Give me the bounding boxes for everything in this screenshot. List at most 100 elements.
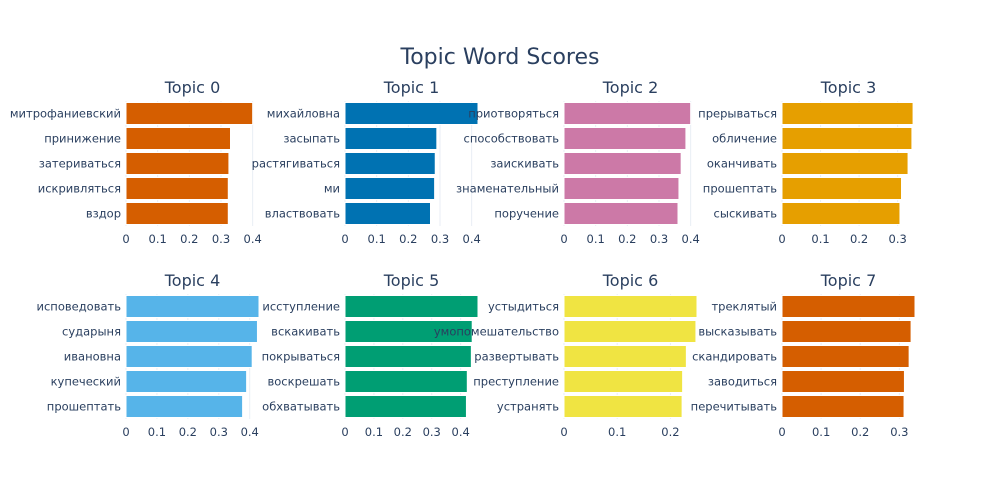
category-label: растягиваться bbox=[252, 157, 340, 171]
subplot-topic-3: Topic 3 прерываться обличение оканчивать про… bbox=[698, 78, 914, 246]
x-tick-label: 0.2 bbox=[179, 425, 197, 439]
x-tick-label: 0.4 bbox=[244, 232, 262, 246]
category-label: искривляться bbox=[38, 182, 121, 196]
subplot-topic-1: Topic 1 михайловна засыпать растягиваться ми… bbox=[252, 78, 481, 246]
category-label: устранять bbox=[497, 400, 559, 414]
x-tick-label: 0.3 bbox=[890, 425, 908, 439]
category-label: треклятый bbox=[711, 300, 777, 314]
bar bbox=[781, 295, 916, 318]
x-tick-label: 0.2 bbox=[661, 425, 679, 439]
category-label: умопомешательство bbox=[434, 325, 559, 339]
x-tick-label: 0.1 bbox=[365, 425, 383, 439]
bar bbox=[344, 127, 438, 150]
subplot-title: Topic 4 bbox=[164, 271, 221, 290]
bar bbox=[125, 152, 230, 175]
x-tick-label: 0.4 bbox=[463, 232, 481, 246]
bar bbox=[781, 345, 910, 368]
category-label: ми bbox=[324, 182, 340, 196]
bar bbox=[125, 370, 248, 393]
category-label: ивановна bbox=[64, 350, 121, 364]
bar bbox=[781, 177, 903, 200]
subplot-title: Topic 2 bbox=[602, 78, 659, 97]
bar bbox=[125, 320, 258, 343]
x-tick-label: 0.4 bbox=[682, 232, 700, 246]
category-label: митрофаниевский bbox=[10, 107, 121, 121]
category-label: заискивать bbox=[490, 157, 559, 171]
subplot-title: Topic 1 bbox=[383, 78, 440, 97]
bar bbox=[344, 320, 473, 343]
x-tick-label: 0 bbox=[560, 425, 567, 439]
x-tick-label: 0.2 bbox=[180, 232, 198, 246]
category-label: перечитывать bbox=[691, 400, 778, 414]
bar bbox=[563, 127, 687, 150]
category-label: скандировать bbox=[692, 350, 777, 364]
bar bbox=[781, 152, 909, 175]
x-tick-label: 0.1 bbox=[368, 232, 386, 246]
x-tick-label: 0.1 bbox=[149, 232, 167, 246]
subplot-title: Topic 0 bbox=[164, 78, 221, 97]
category-label: засыпать bbox=[283, 132, 340, 146]
bar bbox=[125, 295, 260, 318]
x-tick-label: 0.3 bbox=[650, 232, 668, 246]
category-label: приотворяться bbox=[468, 107, 559, 121]
bar bbox=[125, 177, 229, 200]
chart-title: Topic Word Scores bbox=[400, 45, 600, 70]
category-label: вскакивать bbox=[271, 325, 340, 339]
bar bbox=[344, 345, 472, 368]
bar bbox=[781, 370, 905, 393]
category-label: знаменательный bbox=[456, 182, 559, 196]
category-label: сыскивать bbox=[714, 207, 778, 221]
x-tick-label: 0.3 bbox=[212, 232, 230, 246]
category-label: воскрешать bbox=[267, 375, 340, 389]
x-tick-label: 0 bbox=[122, 232, 129, 246]
bar bbox=[125, 202, 229, 225]
category-label: преступление bbox=[473, 375, 559, 389]
x-tick-label: 0.3 bbox=[210, 425, 228, 439]
x-tick-label: 0.2 bbox=[618, 232, 636, 246]
subplot-title: Topic 6 bbox=[602, 271, 659, 290]
category-label: устыдиться bbox=[488, 300, 559, 314]
bar bbox=[781, 320, 912, 343]
x-tick-label: 0.1 bbox=[608, 425, 626, 439]
bar bbox=[125, 345, 253, 368]
category-label: обличение bbox=[712, 132, 777, 146]
bar bbox=[563, 370, 684, 393]
category-label: прерываться bbox=[698, 107, 777, 121]
bar bbox=[344, 395, 467, 418]
category-label: принижение bbox=[44, 132, 121, 146]
x-tick-label: 0.2 bbox=[851, 425, 869, 439]
category-label: вздор bbox=[86, 207, 121, 221]
subplot-topic-0: Topic 0 митрофаниевский принижение затерива… bbox=[10, 78, 262, 246]
x-tick-label: 0.4 bbox=[241, 425, 259, 439]
bar bbox=[563, 345, 687, 368]
x-tick-label: 0 bbox=[122, 425, 129, 439]
x-tick-label: 0.1 bbox=[812, 425, 830, 439]
x-tick-label: 0.1 bbox=[148, 425, 166, 439]
bar bbox=[344, 102, 479, 125]
bar bbox=[125, 395, 244, 418]
bar bbox=[781, 395, 905, 418]
x-tick-label: 0.4 bbox=[452, 425, 470, 439]
bar bbox=[781, 127, 913, 150]
category-label: исповедовать bbox=[37, 300, 122, 314]
bar bbox=[344, 177, 436, 200]
bar bbox=[344, 370, 468, 393]
bar bbox=[125, 127, 231, 150]
bar bbox=[781, 102, 914, 125]
x-tick-label: 0 bbox=[778, 232, 785, 246]
bar bbox=[344, 202, 431, 225]
subplot-topic-7: Topic 7 треклятый высказывать скандировать з… bbox=[691, 271, 916, 439]
bar bbox=[563, 102, 692, 125]
subplot-title: Topic 5 bbox=[383, 271, 440, 290]
x-tick-label: 0.3 bbox=[431, 232, 449, 246]
x-tick-label: 0.1 bbox=[587, 232, 605, 246]
category-label: исступление bbox=[262, 300, 340, 314]
x-tick-label: 0.3 bbox=[889, 232, 907, 246]
x-tick-label: 0.3 bbox=[423, 425, 441, 439]
bar bbox=[563, 395, 683, 418]
x-tick-label: 0 bbox=[560, 232, 567, 246]
x-tick-label: 0.1 bbox=[811, 232, 829, 246]
category-label: купеческий bbox=[51, 375, 121, 389]
